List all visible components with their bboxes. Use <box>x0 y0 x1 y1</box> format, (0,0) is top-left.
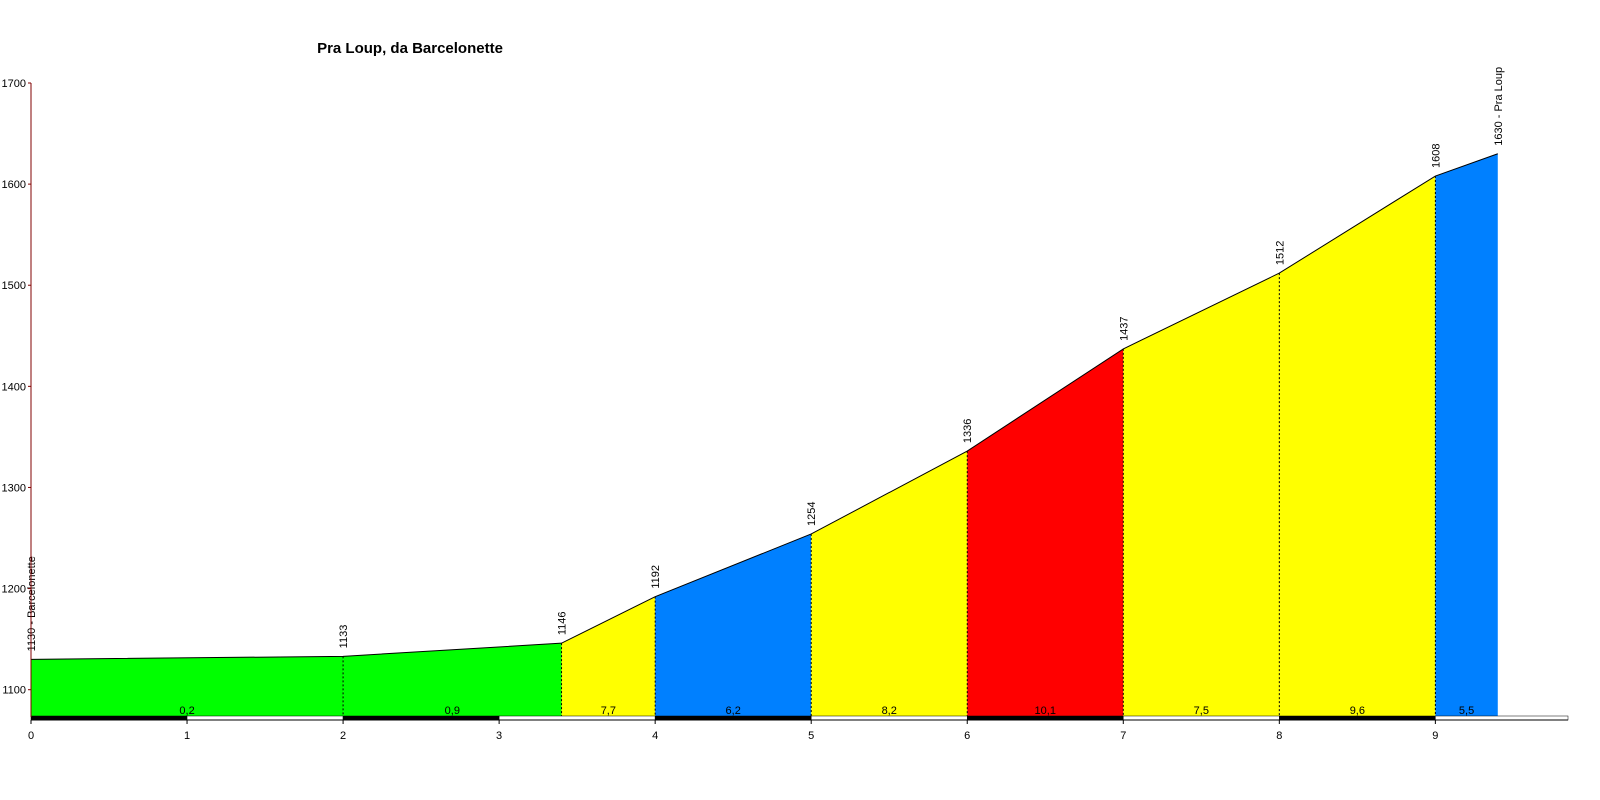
gradient-label: 7,5 <box>1194 705 1209 717</box>
x-tick-label: 6 <box>964 730 970 742</box>
gradient-segment <box>967 348 1124 717</box>
x-tick-label: 4 <box>652 730 658 742</box>
scale-strip <box>186 715 344 721</box>
y-tick-label: 1100 <box>2 685 26 697</box>
elevation-label: 1437 <box>1118 316 1130 340</box>
y-tick-label: 1400 <box>2 381 26 393</box>
gradient-label: 9,6 <box>1350 705 1365 717</box>
elevation-label: 1146 <box>557 612 569 636</box>
x-tick-label: 0 <box>28 730 34 742</box>
scale-strip <box>30 715 188 721</box>
chart-title: Pra Loup, da Barcelonette <box>317 40 503 57</box>
gradient-segment <box>31 656 344 717</box>
gradient-segment <box>343 643 562 717</box>
x-tick-label: 1 <box>184 730 190 742</box>
gradient-segment <box>1123 273 1280 717</box>
scale-strip <box>1435 715 1569 721</box>
gradient-segment <box>1279 176 1436 718</box>
scale-strip <box>810 715 968 721</box>
elevation-label: 1192 <box>650 565 662 589</box>
x-tick-label: 2 <box>340 730 346 742</box>
gradient-label: 10,1 <box>1035 705 1056 717</box>
scale-strip <box>342 715 500 721</box>
x-tick-label: 8 <box>1276 730 1282 742</box>
scale-strip <box>1123 715 1280 721</box>
gradient-segment <box>561 596 656 717</box>
scale-strip <box>498 715 656 721</box>
gradient-label: 6,2 <box>726 705 741 717</box>
gradient-label: 0,9 <box>445 705 460 717</box>
scale-strip <box>966 715 1124 721</box>
y-tick-label: 1700 <box>2 78 26 90</box>
gradient-segment <box>655 533 812 717</box>
elevation-label: 1130 - Barcelonette <box>26 556 38 651</box>
x-tick-label: 7 <box>1120 730 1126 742</box>
elevation-label: 1608 <box>1430 144 1442 168</box>
y-tick-label: 1200 <box>2 584 26 596</box>
elevation-label: 1630 - Pra Loup <box>1493 67 1505 146</box>
y-tick-label: 1300 <box>2 482 26 494</box>
gradient-label: 0,2 <box>179 705 194 717</box>
elevation-label: 1254 <box>806 501 818 525</box>
x-tick-label: 3 <box>496 730 502 742</box>
x-tick-label: 5 <box>808 730 814 742</box>
y-tick-label: 1500 <box>2 280 26 292</box>
scale-strip <box>654 715 812 721</box>
gradient-segment <box>1435 153 1498 717</box>
y-tick-label: 1600 <box>2 179 26 191</box>
gradient-label: 7,7 <box>601 705 616 717</box>
elevation-label: 1133 <box>338 625 350 649</box>
gradient-label: 8,2 <box>882 705 897 717</box>
elevation-label: 1512 <box>1274 241 1286 265</box>
gradient-label: 5,5 <box>1459 705 1474 717</box>
profile-line <box>30 153 1498 660</box>
elevation-label: 1336 <box>962 419 974 443</box>
gradient-segment <box>811 451 968 717</box>
scale-strip <box>1279 715 1436 721</box>
x-tick-label: 9 <box>1432 730 1438 742</box>
